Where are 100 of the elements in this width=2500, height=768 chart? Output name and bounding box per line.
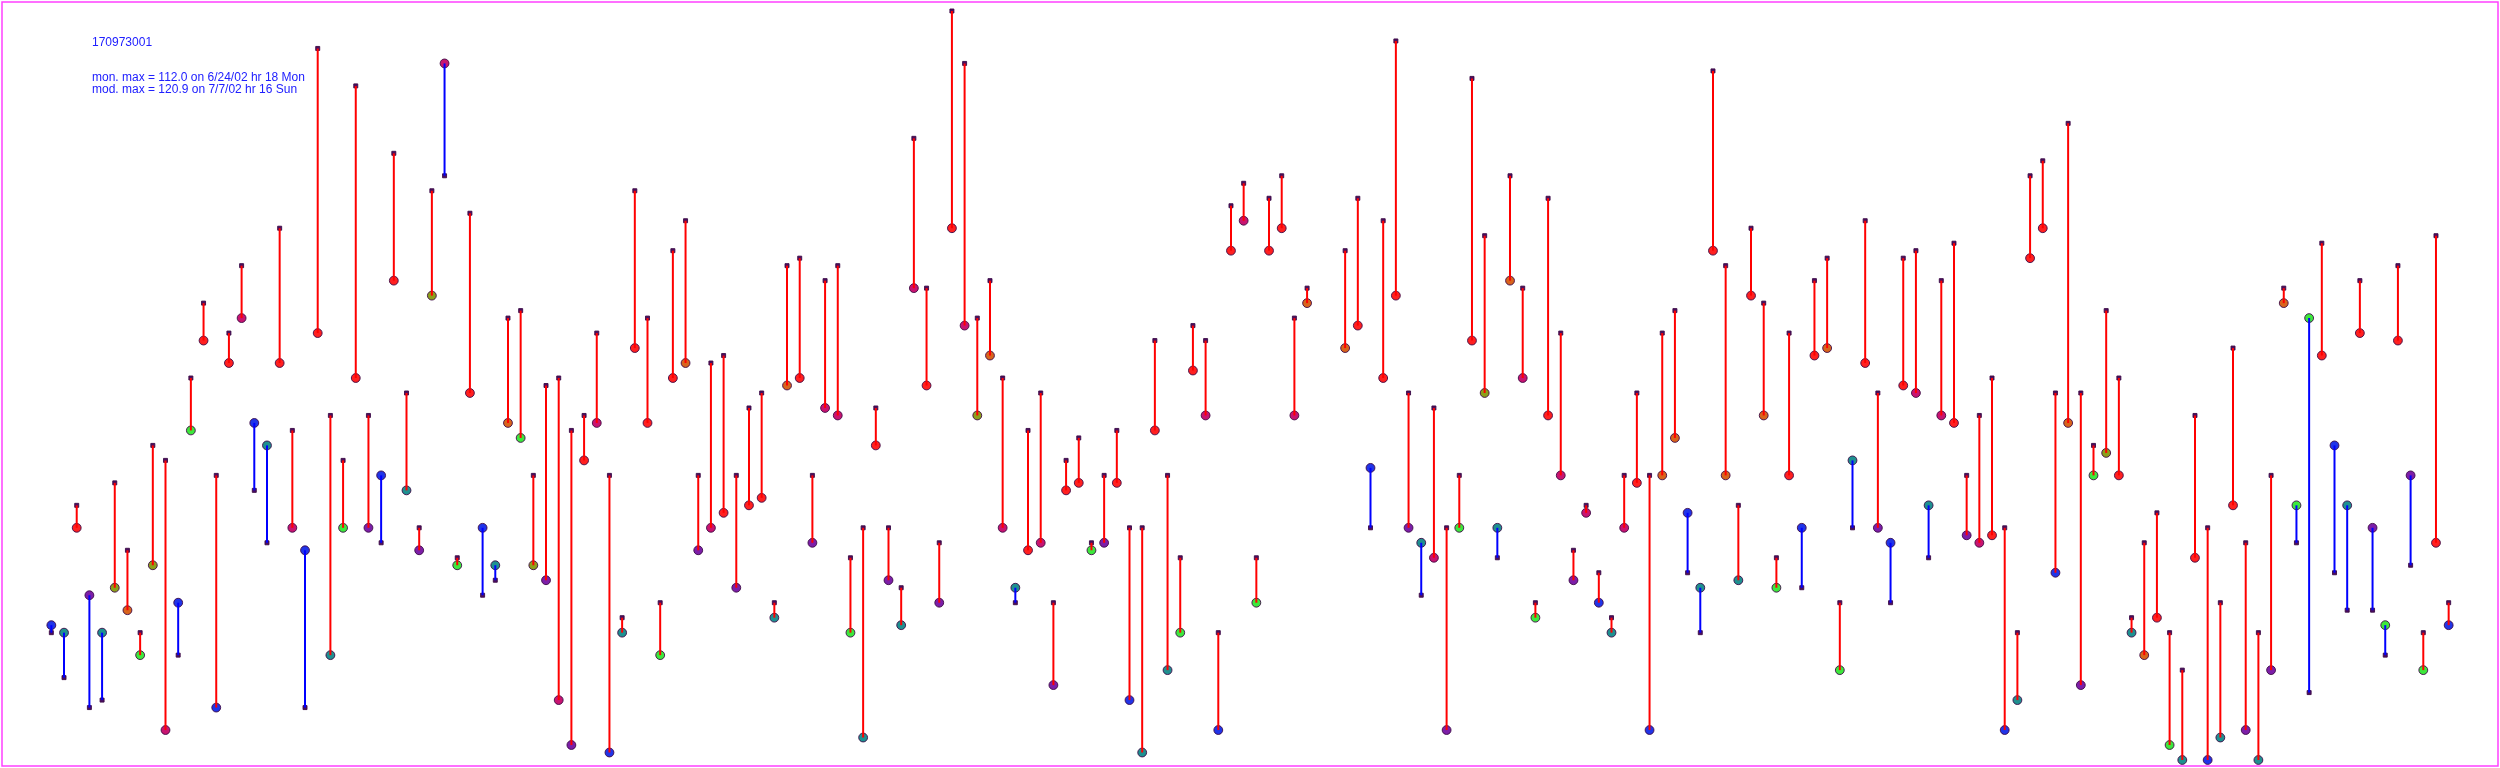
- candlestick: [2067, 123, 2070, 423]
- candlestick: [2282, 288, 2285, 304]
- candlestick: [912, 138, 915, 289]
- candlestick: [354, 85, 357, 379]
- candlestick: [2422, 632, 2425, 671]
- candlestick: [63, 632, 66, 678]
- candlestick: [88, 595, 91, 708]
- annotation: mod. max = 120.9 on 7/7/02 hr 16 Sun: [92, 82, 298, 96]
- candlestick: [1585, 505, 1588, 513]
- candlestick: [1889, 542, 1892, 603]
- candlestick: [2016, 632, 2019, 701]
- candlestick: [1204, 340, 1207, 416]
- candlestick: [1965, 475, 1968, 536]
- candlestick: [1559, 333, 1562, 476]
- candlestick: [50, 625, 53, 633]
- candlestick: [177, 602, 180, 656]
- candlestick: [900, 587, 903, 626]
- candlestick: [2079, 392, 2082, 686]
- candlestick: [659, 602, 662, 656]
- candlestick: [1445, 527, 1448, 731]
- candlestick: [1382, 220, 1385, 379]
- candlestick: [583, 415, 586, 461]
- candlestick: [1001, 378, 1004, 528]
- candlestick: [1103, 475, 1106, 543]
- candlestick: [1788, 333, 1791, 476]
- candlestick: [874, 407, 877, 446]
- candlestick: [2143, 542, 2146, 656]
- candlestick: [697, 475, 700, 551]
- candlestick: [1838, 602, 1841, 671]
- candlestick: [1166, 475, 1169, 671]
- candlestick: [1458, 475, 1461, 528]
- candlestick: [786, 265, 789, 386]
- candlestick: [2295, 505, 2298, 543]
- candlestick: [1762, 303, 1765, 416]
- candlestick: [2232, 348, 2235, 506]
- candlestick: [1547, 198, 1550, 416]
- candlestick: [1090, 542, 1093, 551]
- candlestick: [595, 333, 598, 423]
- candlestick: [1153, 340, 1156, 431]
- candlestick: [925, 288, 928, 386]
- candlestick: [202, 303, 205, 341]
- candlestick: [1420, 542, 1423, 596]
- candlestick: [189, 378, 192, 431]
- candlestick: [151, 445, 154, 566]
- candlestick: [1623, 475, 1626, 528]
- candlestick: [887, 527, 890, 581]
- candlestick: [227, 333, 230, 364]
- candlestick: [1217, 632, 1220, 731]
- candlestick: [2270, 475, 2273, 671]
- candlestick: [608, 475, 611, 753]
- candlestick: [1699, 587, 1702, 633]
- candlestick: [2320, 243, 2323, 356]
- candlestick: [1521, 288, 1524, 379]
- candlestick: [1902, 258, 1905, 386]
- candlestick: [646, 318, 649, 423]
- candlestick: [468, 213, 471, 393]
- candlestick: [1052, 602, 1055, 686]
- candlestick: [1800, 527, 1803, 588]
- candlestick: [1750, 228, 1753, 296]
- candlestick: [1991, 378, 1994, 536]
- candlestick: [950, 11, 953, 229]
- candlestick: [1661, 333, 1664, 476]
- candlestick: [304, 550, 307, 708]
- candlestick: [1572, 550, 1575, 581]
- candlestick: [1648, 475, 1651, 731]
- candlestick: [2181, 670, 2184, 760]
- candlestick: [278, 228, 281, 364]
- candlestick: [342, 460, 345, 528]
- candlestick: [1369, 467, 1372, 528]
- candlestick: [709, 363, 712, 528]
- candlestick: [2447, 602, 2450, 626]
- candlestick: [798, 258, 801, 379]
- candlestick: [747, 407, 750, 506]
- candlestick: [1027, 430, 1030, 551]
- candlestick: [1141, 527, 1144, 753]
- candlestick: [1293, 318, 1296, 416]
- candlestick: [2244, 542, 2247, 731]
- candlestick: [2358, 280, 2361, 334]
- candlestick: [1470, 78, 1473, 341]
- candlestick: [481, 527, 484, 596]
- candlestick: [633, 190, 636, 349]
- candlestick: [532, 475, 535, 566]
- candlestick: [139, 632, 142, 656]
- candlestick: [2308, 318, 2311, 693]
- candlestick: [1851, 460, 1854, 528]
- candlestick: [1280, 175, 1283, 229]
- candlestick: [506, 318, 509, 423]
- candlestick: [215, 475, 218, 708]
- text: 170973001: [92, 35, 153, 49]
- candlestick: [101, 632, 104, 701]
- candlestick: [735, 475, 738, 588]
- candlestick: [976, 318, 979, 416]
- candlestick: [1940, 280, 1943, 416]
- candlestick: [253, 422, 256, 491]
- candlestick: [265, 445, 268, 543]
- candlestick: [126, 550, 129, 611]
- candlestick: [1927, 505, 1930, 558]
- candlestick: [418, 527, 421, 551]
- candlestick: [456, 557, 459, 566]
- candlestick: [1268, 198, 1271, 251]
